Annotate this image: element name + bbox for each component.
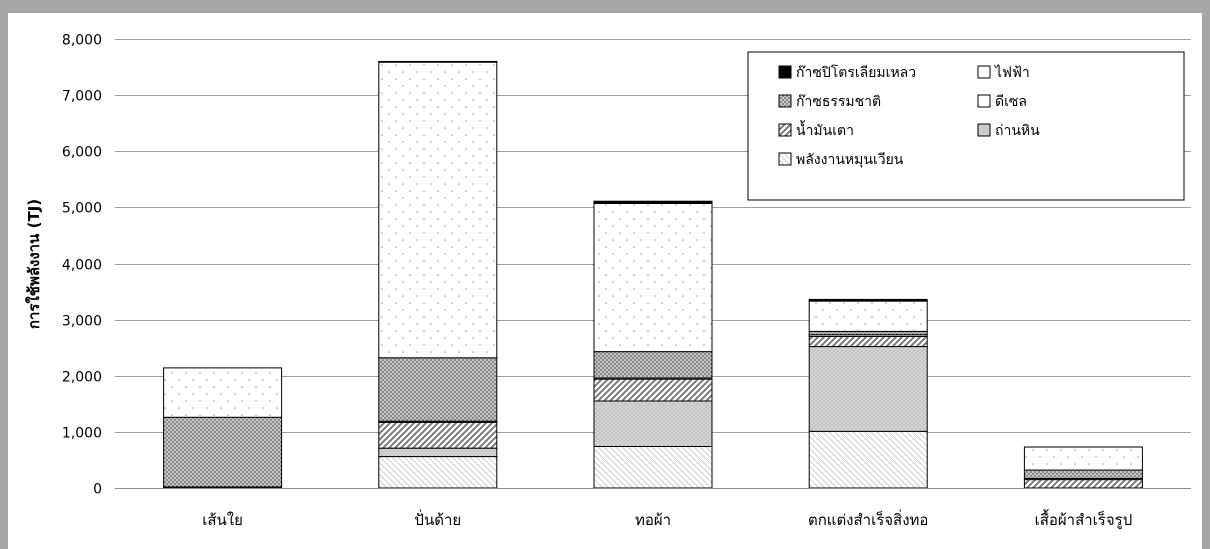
legend-box	[747, 51, 1185, 201]
bar-segment-ไฟฟ้า-เสื้อผ้าสำเร็จรูป	[1023, 446, 1143, 471]
bar-segment-ก๊าซธรรมชาติ-เส้นใย	[163, 416, 283, 488]
legend-swatch-พลังงานหมุนเวียน	[778, 152, 792, 166]
bar-segment-ก๊าซธรรมชาติ-ทอผ้า	[593, 351, 713, 379]
legend-swatch-ถ่านหิน	[977, 123, 991, 137]
x-tick-labels: เส้นใย ปั่นด้าย ทอผ้า ตกแต่งสำเร็จสิ่งทอ เสื…	[202, 509, 1132, 529]
x-tick-label: ปั่นด้าย	[414, 509, 461, 529]
bar-segment-พลังงานหมุนเวียน-ทอผ้า	[593, 445, 713, 489]
y-tick-label: 4,000	[62, 258, 102, 274]
y-tick-label: 3,000	[62, 314, 102, 330]
bar-segment-ไฟฟ้า-ทอผ้า	[593, 202, 713, 353]
bar-segment-ไฟฟ้า-ตกแต่งสำเร็จสิ่งทอ	[808, 300, 928, 332]
legend-label: ก๊าซธรรมชาติ	[796, 94, 881, 110]
bar-segment-ก๊าซธรรมชาติ-ปั่นด้าย	[378, 357, 498, 422]
legend-label: ดีเซล	[995, 94, 1027, 110]
legend-label: ถ่านหิน	[995, 123, 1040, 139]
bar-segment-น้ำมันเตา-ปั่นด้าย	[378, 421, 498, 449]
y-tick-label: 7,000	[62, 89, 102, 105]
bar-segment-ก๊าซปิโตรเลียมเหลว-ทอผ้า	[593, 200, 713, 204]
bar-segment-ก๊าซธรรมชาติ-ตกแต่งสำเร็จสิ่งทอ	[808, 330, 928, 336]
bar-segment-ถ่านหิน-ทอผ้า	[593, 400, 713, 447]
y-tick-labels: 0 1,000 2,000 3,000 4,000 5,000 6,000 7,000 8,00…	[62, 33, 102, 498]
x-tick-label: เสื้อผ้าสำเร็จรูป	[1035, 509, 1133, 529]
y-tick-label: 0	[93, 482, 102, 498]
bar-segment-ก๊าซปิโตรเลียมเหลว-ปั่นด้าย	[378, 60, 498, 63]
legend-swatch-ก๊าซปิโตรเลียมเหลว	[778, 65, 792, 79]
bar-segment-ก๊าซปิโตรเลียมเหลว-ตกแต่งสำเร็จสิ่งทอ	[808, 298, 928, 302]
legend-label: ไฟฟ้า	[994, 64, 1030, 81]
bar-segment-พลังงานหมุนเวียน-ตกแต่งสำเร็จสิ่งทอ	[808, 430, 928, 489]
y-axis-title: การใช้พลังงาน (TJ)	[25, 199, 43, 329]
legend-swatch-ดีเซล	[977, 94, 991, 108]
x-tick-label: ทอผ้า	[635, 511, 671, 529]
stacked-bar-chart: 0 1,000 2,000 3,000 4,000 5,000 6,000 7,000 8,00…	[25, 33, 1191, 529]
bar-segment-ไฟฟ้า-ปั่นด้าย	[378, 61, 498, 359]
legend-label: น้ำมันเตา	[796, 120, 854, 139]
legend-swatch-น้ำมันเตา	[778, 123, 792, 137]
chart-frame: 0 1,000 2,000 3,000 4,000 5,000 6,000 7,000 8,00…	[8, 13, 1202, 549]
y-tick-label: 1,000	[62, 426, 102, 442]
legend: ก๊าซปิโตรเลียมเหลว ไฟฟ้าก๊าซธรรมชาติ ดีเซล…	[747, 51, 1185, 201]
y-tick-label: 5,000	[62, 201, 102, 217]
legend-swatch-ไฟฟ้า	[977, 65, 991, 79]
x-tick-label: ตกแต่งสำเร็จสิ่งทอ	[808, 509, 928, 529]
bar-segment-พลังงานหมุนเวียน-ปั่นด้าย	[378, 456, 498, 489]
bar-segment-น้ำมันเตา-ทอผ้า	[593, 378, 713, 402]
bar-segment-ไฟฟ้า-เส้นใย	[163, 367, 283, 418]
y-tick-label: 6,000	[62, 145, 102, 161]
legend-label: พลังงานหมุนเวียน	[796, 152, 904, 168]
bar-segment-น้ำมันเตา-เสื้อผ้าสำเร็จรูป	[1023, 479, 1143, 489]
y-tick-label: 2,000	[62, 370, 102, 386]
bar-segment-ถ่านหิน-ปั่นด้าย	[378, 447, 498, 458]
legend-swatch-ก๊าซธรรมชาติ	[778, 94, 792, 108]
y-tick-label: 8,000	[62, 33, 102, 49]
bar-series	[163, 60, 1143, 489]
bar-segment-น้ำมันเตา-ตกแต่งสำเร็จสิ่งทอ	[808, 335, 928, 348]
bar-segment-ก๊าซธรรมชาติ-เสื้อผ้าสำเร็จรูป	[1023, 469, 1143, 479]
legend-label: ก๊าซปิโตรเลียมเหลว	[796, 64, 916, 81]
bar-segment-ถ่านหิน-ตกแต่งสำเร็จสิ่งทอ	[808, 346, 928, 432]
x-tick-label: เส้นใย	[202, 511, 243, 529]
